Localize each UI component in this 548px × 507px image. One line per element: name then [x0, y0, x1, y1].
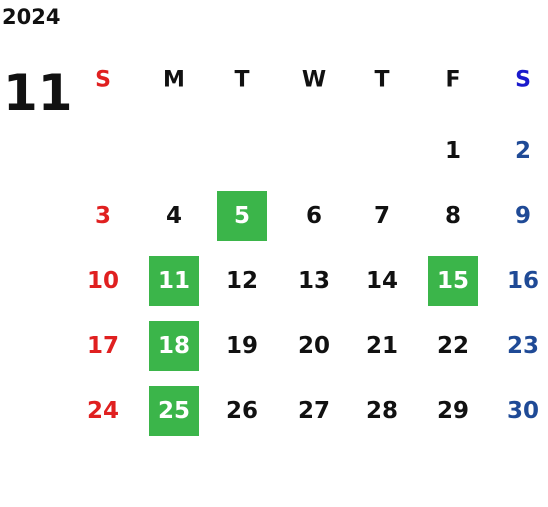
- day-number: 5: [234, 203, 250, 229]
- weekday-label: S: [515, 68, 531, 93]
- day-number: 11: [158, 268, 190, 294]
- day-number: 18: [158, 333, 190, 359]
- day-number: 24: [87, 398, 119, 424]
- highlight-box: [149, 256, 199, 306]
- day-number: 3: [95, 203, 111, 229]
- month: 11: [3, 64, 73, 122]
- weekday-label: S: [95, 68, 111, 93]
- day-number: 30: [507, 398, 539, 424]
- day-number: 13: [298, 268, 330, 294]
- day-number: 21: [366, 333, 398, 359]
- year: 2024: [2, 5, 60, 29]
- day-number: 1: [445, 138, 461, 164]
- day-number: 20: [298, 333, 330, 359]
- day-number: 4: [166, 203, 182, 229]
- day-number: 29: [437, 398, 469, 424]
- day-number: 17: [87, 333, 119, 359]
- day-number: 23: [507, 333, 539, 359]
- day-number: 26: [226, 398, 258, 424]
- day-number: 10: [87, 268, 119, 294]
- highlight-box: [217, 191, 267, 241]
- weekday-label: F: [445, 68, 460, 93]
- weekday-label: T: [374, 68, 389, 93]
- day-number: 9: [515, 203, 531, 229]
- day-number: 6: [306, 203, 322, 229]
- day-number: 12: [226, 268, 258, 294]
- day-number: 25: [158, 398, 190, 424]
- day-number: 8: [445, 203, 461, 229]
- highlight-box: [149, 321, 199, 371]
- highlight-box: [149, 386, 199, 436]
- highlight-box: [428, 256, 478, 306]
- weekday-label: T: [234, 68, 249, 93]
- day-number: 19: [226, 333, 258, 359]
- day-number: 28: [366, 398, 398, 424]
- day-number: 22: [437, 333, 469, 359]
- day-number: 27: [298, 398, 330, 424]
- day-number: 15: [437, 268, 469, 294]
- day-number: 14: [366, 268, 398, 294]
- day-number: 2: [515, 138, 531, 164]
- weekday-label: M: [163, 68, 185, 93]
- weekday-label: W: [302, 68, 326, 93]
- day-number: 16: [507, 268, 539, 294]
- day-number: 7: [374, 203, 390, 229]
